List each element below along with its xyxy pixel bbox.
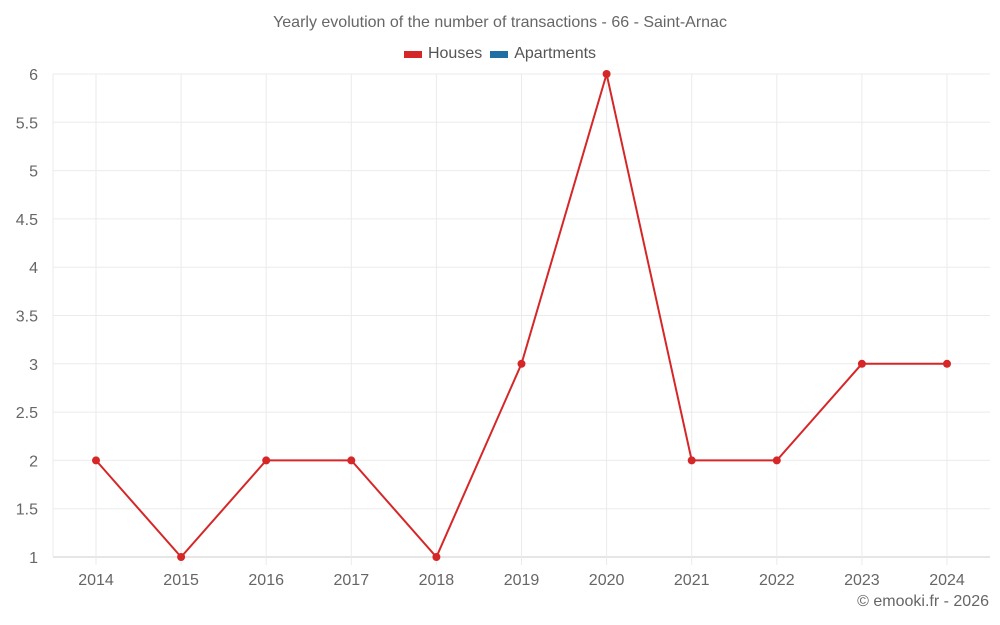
- legend-item-apartments[interactable]: Apartments: [490, 45, 596, 63]
- houses-swatch-icon: [403, 50, 422, 58]
- x-tick-label: 2023: [844, 572, 880, 589]
- x-tick-label: 2022: [759, 572, 795, 589]
- x-tick-label: 2017: [334, 572, 370, 589]
- x-tick-label: 2020: [589, 572, 625, 589]
- y-tick-label: 3: [29, 357, 38, 374]
- y-tick-label: 2.5: [16, 405, 38, 422]
- x-tick-label: 2024: [929, 572, 965, 589]
- y-tick-label: 6: [29, 67, 38, 84]
- y-tick-label: 3.5: [16, 309, 38, 326]
- y-tick-label: 2: [29, 453, 38, 470]
- y-tick-label: 5.5: [16, 115, 38, 132]
- data-point[interactable]: [687, 456, 696, 465]
- data-point[interactable]: [177, 553, 186, 561]
- data-point[interactable]: [517, 359, 526, 368]
- y-tick-label: 4: [29, 260, 38, 277]
- y-tick-label: 1: [29, 550, 38, 567]
- legend-item-houses[interactable]: Houses: [403, 45, 483, 63]
- x-tick-label: 2014: [78, 572, 114, 589]
- data-point[interactable]: [347, 456, 356, 465]
- legend: Houses Apartments: [0, 45, 1000, 63]
- legend-label-apartments: Apartments: [514, 45, 597, 62]
- data-point[interactable]: [262, 456, 271, 465]
- credit: © emooki.fr - 2026: [857, 593, 989, 610]
- data-point[interactable]: [92, 456, 100, 465]
- x-tick-label: 2019: [504, 572, 540, 589]
- x-tick-label: 2018: [419, 572, 455, 589]
- y-tick-label: 1.5: [16, 502, 38, 519]
- y-tick-label: 4.5: [16, 212, 38, 229]
- legend-label-houses: Houses: [427, 45, 483, 62]
- x-tick-label: 2016: [248, 572, 284, 589]
- data-point[interactable]: [602, 70, 611, 78]
- data-point[interactable]: [943, 359, 951, 368]
- x-tick-label: 2021: [674, 572, 710, 589]
- data-point[interactable]: [432, 553, 441, 561]
- data-point[interactable]: [857, 359, 866, 368]
- chart-title: Yearly evolution of the number of transa…: [273, 14, 727, 31]
- data-point[interactable]: [772, 456, 781, 465]
- x-tick-label: 2015: [163, 572, 199, 589]
- y-tick-label: 5: [29, 164, 38, 181]
- apartments-swatch-icon: [490, 50, 509, 58]
